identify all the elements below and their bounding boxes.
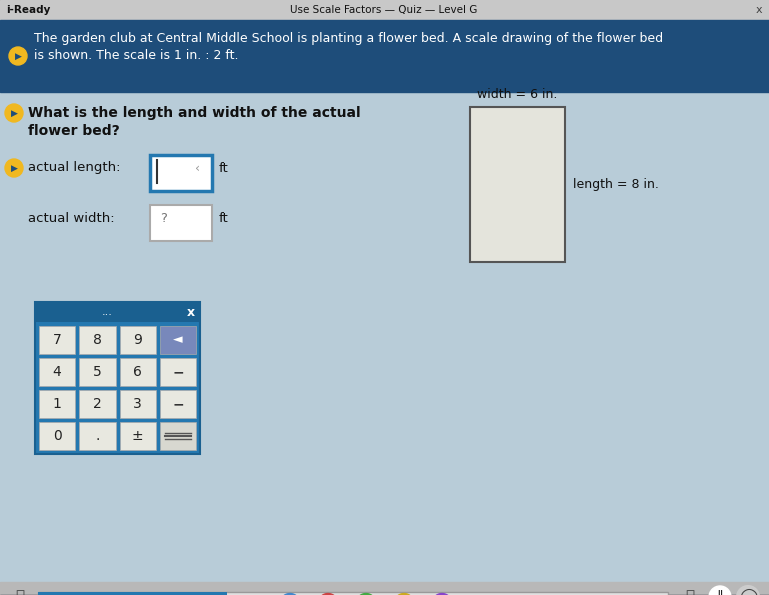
Text: ▶: ▶ bbox=[11, 164, 18, 173]
Circle shape bbox=[737, 586, 759, 595]
Text: ft: ft bbox=[219, 161, 228, 174]
Text: .: . bbox=[95, 429, 99, 443]
Circle shape bbox=[280, 593, 300, 595]
Bar bbox=[79, 390, 115, 418]
Text: ‹: ‹ bbox=[195, 161, 201, 174]
Text: 3: 3 bbox=[133, 397, 142, 411]
Bar bbox=[119, 390, 156, 418]
Text: ±: ± bbox=[131, 429, 144, 443]
Text: x: x bbox=[187, 305, 195, 318]
Text: 4: 4 bbox=[53, 365, 62, 379]
Circle shape bbox=[5, 104, 23, 122]
Text: 0: 0 bbox=[53, 429, 62, 443]
Text: ⏮: ⏮ bbox=[15, 590, 25, 595]
Text: ⏭: ⏭ bbox=[685, 590, 694, 595]
Bar bbox=[39, 358, 75, 386]
Bar bbox=[39, 390, 75, 418]
Text: width = 6 in.: width = 6 in. bbox=[478, 88, 558, 101]
Circle shape bbox=[5, 159, 23, 177]
Text: 1: 1 bbox=[53, 397, 62, 411]
Bar bbox=[160, 390, 196, 418]
Text: 8: 8 bbox=[93, 333, 102, 347]
Text: ◯: ◯ bbox=[739, 588, 757, 595]
Text: 6: 6 bbox=[133, 365, 142, 379]
Circle shape bbox=[709, 586, 731, 595]
Text: ft: ft bbox=[219, 211, 228, 224]
Bar bbox=[0, 0, 769, 20]
Text: ◄: ◄ bbox=[173, 334, 183, 346]
Text: 7: 7 bbox=[53, 333, 62, 347]
Bar bbox=[79, 326, 115, 354]
Bar bbox=[79, 422, 115, 450]
Text: actual width:: actual width: bbox=[28, 211, 115, 224]
Bar bbox=[39, 326, 75, 354]
Text: What is the length and width of the actual
flower bed?: What is the length and width of the actu… bbox=[28, 106, 361, 139]
Bar bbox=[79, 358, 115, 386]
Text: Use Scale Factors — Quiz — Level G: Use Scale Factors — Quiz — Level G bbox=[291, 5, 478, 15]
Text: 9: 9 bbox=[133, 333, 142, 347]
Text: ▶: ▶ bbox=[11, 108, 18, 117]
Bar bbox=[35, 302, 200, 322]
Bar bbox=[0, 92, 769, 582]
Text: length = 8 in.: length = 8 in. bbox=[573, 178, 659, 191]
Bar bbox=[119, 422, 156, 450]
Text: actual length:: actual length: bbox=[28, 161, 121, 174]
Text: ...: ... bbox=[102, 307, 113, 317]
Circle shape bbox=[356, 593, 376, 595]
Bar bbox=[470, 107, 565, 262]
Text: ‖: ‖ bbox=[717, 590, 724, 595]
Bar bbox=[35, 302, 200, 454]
Bar bbox=[160, 326, 196, 354]
Text: i-Ready: i-Ready bbox=[6, 5, 51, 15]
Text: The garden club at Central Middle School is planting a flower bed. A scale drawi: The garden club at Central Middle School… bbox=[34, 32, 663, 62]
Bar bbox=[119, 326, 156, 354]
Circle shape bbox=[394, 593, 414, 595]
Bar bbox=[38, 592, 227, 595]
Text: ▶: ▶ bbox=[15, 52, 22, 61]
Text: 2: 2 bbox=[93, 397, 102, 411]
Bar bbox=[150, 155, 212, 191]
Bar bbox=[160, 358, 196, 386]
Bar bbox=[150, 205, 212, 241]
Bar bbox=[39, 422, 75, 450]
Circle shape bbox=[318, 593, 338, 595]
Text: ?: ? bbox=[160, 211, 167, 224]
Text: 5: 5 bbox=[93, 365, 102, 379]
Bar bbox=[0, 582, 769, 595]
Text: −: − bbox=[172, 365, 184, 379]
Bar bbox=[0, 20, 769, 92]
Text: −: − bbox=[172, 397, 184, 411]
Circle shape bbox=[432, 593, 452, 595]
Bar bbox=[119, 358, 156, 386]
Bar bbox=[160, 422, 196, 450]
Text: x: x bbox=[756, 5, 762, 15]
Bar bbox=[38, 592, 668, 595]
Circle shape bbox=[9, 47, 27, 65]
